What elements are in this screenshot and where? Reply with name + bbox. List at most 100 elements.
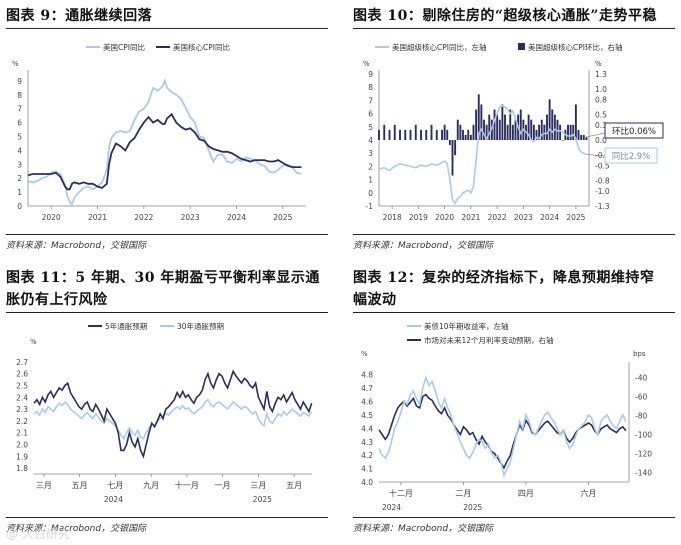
x-tick-label: 三月 xyxy=(250,481,266,490)
bar-mom xyxy=(441,129,443,140)
bar-mom xyxy=(446,129,449,140)
bar-mom xyxy=(388,129,391,140)
y-tick-label-right: -1.0 xyxy=(595,187,610,196)
y-tick-label-left: 4 xyxy=(368,136,373,145)
unit-label: % xyxy=(363,60,370,68)
unit-label: % xyxy=(30,338,37,346)
x-year-label: 2025 xyxy=(253,495,272,504)
bar-mom xyxy=(467,129,470,140)
x-tick-label: 2020 xyxy=(435,213,454,222)
bar-mom xyxy=(475,109,478,140)
chart-11-plot: 5年通胀预期 30年通胀预期% 1.8 1.9 2.0 2.1 2.2 2.3 2.4 2.5 2.… xyxy=(16,321,313,504)
bar-mom xyxy=(559,124,562,140)
bar-mom xyxy=(574,104,577,140)
chart-title: 图表 9：通胀继续回落 xyxy=(6,8,153,24)
series-rate-expectation-line xyxy=(378,393,627,470)
bar-mom xyxy=(435,129,438,140)
series-30y-breakeven-line xyxy=(33,398,313,441)
y-tick-label-right: 1.0 xyxy=(595,85,607,94)
x-tick-label: 2024 xyxy=(540,213,559,222)
bar-mom xyxy=(477,94,480,140)
legend-swatch xyxy=(518,43,525,50)
x-tick-label: 一月 xyxy=(215,481,231,490)
y-tick-label-right: 0.8 xyxy=(595,95,607,104)
y-tick-label-left: 4.3 xyxy=(361,438,373,447)
bar-mom xyxy=(472,124,475,140)
bar-mom xyxy=(580,134,583,140)
x-year-label: 2024 xyxy=(382,503,401,512)
x-tick-label: 2025 xyxy=(566,213,585,222)
y-tick-label: 7 xyxy=(17,105,22,114)
x-tick-label: 四月 xyxy=(518,489,534,498)
unit-label-right: bps xyxy=(633,350,646,358)
annotation-mom: 环比0.06% xyxy=(612,126,656,137)
y-tick-label: 3 xyxy=(17,160,22,169)
chart-title-line2: 胀仍有上行风险 xyxy=(6,292,108,308)
series-5y-breakeven-line xyxy=(33,369,313,459)
chart-10-plot: 美国超级核心CPI同比，左轴 美国超级核心CPI环比，右轴% % -1 0 1 2 3 4 5 6 7… xyxy=(363,42,664,222)
source-rule xyxy=(6,234,328,235)
chart-title-line1: 图表 11：5 年期、30 年期盈亏平衡利率显示通 xyxy=(6,270,320,286)
x-tick-label: 五月 xyxy=(286,481,302,490)
source-note: 资料来源：Macrobond，交银国际 xyxy=(353,241,494,251)
bar-mom xyxy=(485,124,488,140)
y-tick-label: 2.1 xyxy=(16,429,28,438)
y-tick-label: 1.8 xyxy=(16,464,28,473)
bar-mom xyxy=(569,124,572,140)
x-tick-label: 2021 xyxy=(461,213,480,222)
bar-mom xyxy=(540,119,543,140)
y-tick-label-right: -60 xyxy=(635,393,647,402)
bar-mom xyxy=(514,119,517,140)
y-tick-label: 6 xyxy=(17,119,22,128)
y-tick-label: 2.4 xyxy=(16,393,28,402)
y-tick-label-left: 7 xyxy=(368,96,373,105)
x-tick-label: 2022 xyxy=(134,213,153,222)
bar-mom xyxy=(535,129,538,140)
y-tick-label-left: 4.4 xyxy=(361,424,373,433)
chart-title-line2: 幅波动 xyxy=(353,292,397,308)
bar-mom xyxy=(456,119,459,140)
x-tick-label: 2023 xyxy=(514,213,533,222)
bar-mom xyxy=(504,114,506,140)
y-tick-label-left: 4.1 xyxy=(361,465,373,474)
bar-mom xyxy=(493,109,496,140)
y-tick-label-left: 9 xyxy=(368,70,373,79)
x-tick-label: 七月 xyxy=(107,481,123,490)
legend-label: 美债10年期收益率，左轴 xyxy=(424,321,509,331)
y-tick-label-right: 0.0 xyxy=(595,136,607,145)
bar-mom xyxy=(548,99,551,140)
y-tick-label-right: -1.3 xyxy=(595,202,610,211)
y-tick-label-right: -0.5 xyxy=(595,161,610,170)
y-tick-label-left: 4.5 xyxy=(361,411,373,420)
series-cpi-line xyxy=(27,78,302,207)
unit-label: % xyxy=(361,350,368,358)
bar-mom xyxy=(480,104,483,140)
title-rule xyxy=(6,28,328,29)
y-tick-label: 5 xyxy=(17,133,22,142)
series-core-cpi-line xyxy=(27,112,302,191)
bar-mom xyxy=(483,119,485,140)
title-rule xyxy=(353,28,675,29)
bar-mom xyxy=(454,140,457,156)
y-tick-label-right: -80 xyxy=(635,412,647,421)
bar-mom xyxy=(462,129,464,140)
bar-mom xyxy=(498,119,501,140)
bar-mom xyxy=(488,114,491,140)
y-tick-label-right: -0.8 xyxy=(595,177,610,186)
x-tick-label: 十二月 xyxy=(389,488,413,498)
bar-mom xyxy=(556,119,559,140)
annotation-yoy: 同比2.9% xyxy=(612,151,651,162)
annotation-leader xyxy=(586,154,606,157)
chart-panel-10: 图表 10：剔除住房的“超级核心通胀”走势平稳 美国超级核心CPI同比，左轴 美国… xyxy=(353,6,675,256)
chart-panel-11: 图表 11：5 年期、30 年期盈亏平衡利率显示通 胀仍有上行风险 5年通胀预期… xyxy=(6,268,328,538)
x-tick-label: 2019 xyxy=(409,213,428,222)
x-tick-label: 五月 xyxy=(72,481,88,490)
y-tick-label-left: 1 xyxy=(368,176,373,185)
annotation-box xyxy=(604,122,664,139)
y-tick-label: 2.3 xyxy=(16,405,28,414)
y-tick-label: 1.9 xyxy=(16,452,28,461)
bar-mom xyxy=(511,124,514,140)
bar-mom xyxy=(546,114,548,140)
bar-mom xyxy=(496,114,499,140)
source-note: 资料来源：Macrobond，交银国际 xyxy=(6,241,147,251)
